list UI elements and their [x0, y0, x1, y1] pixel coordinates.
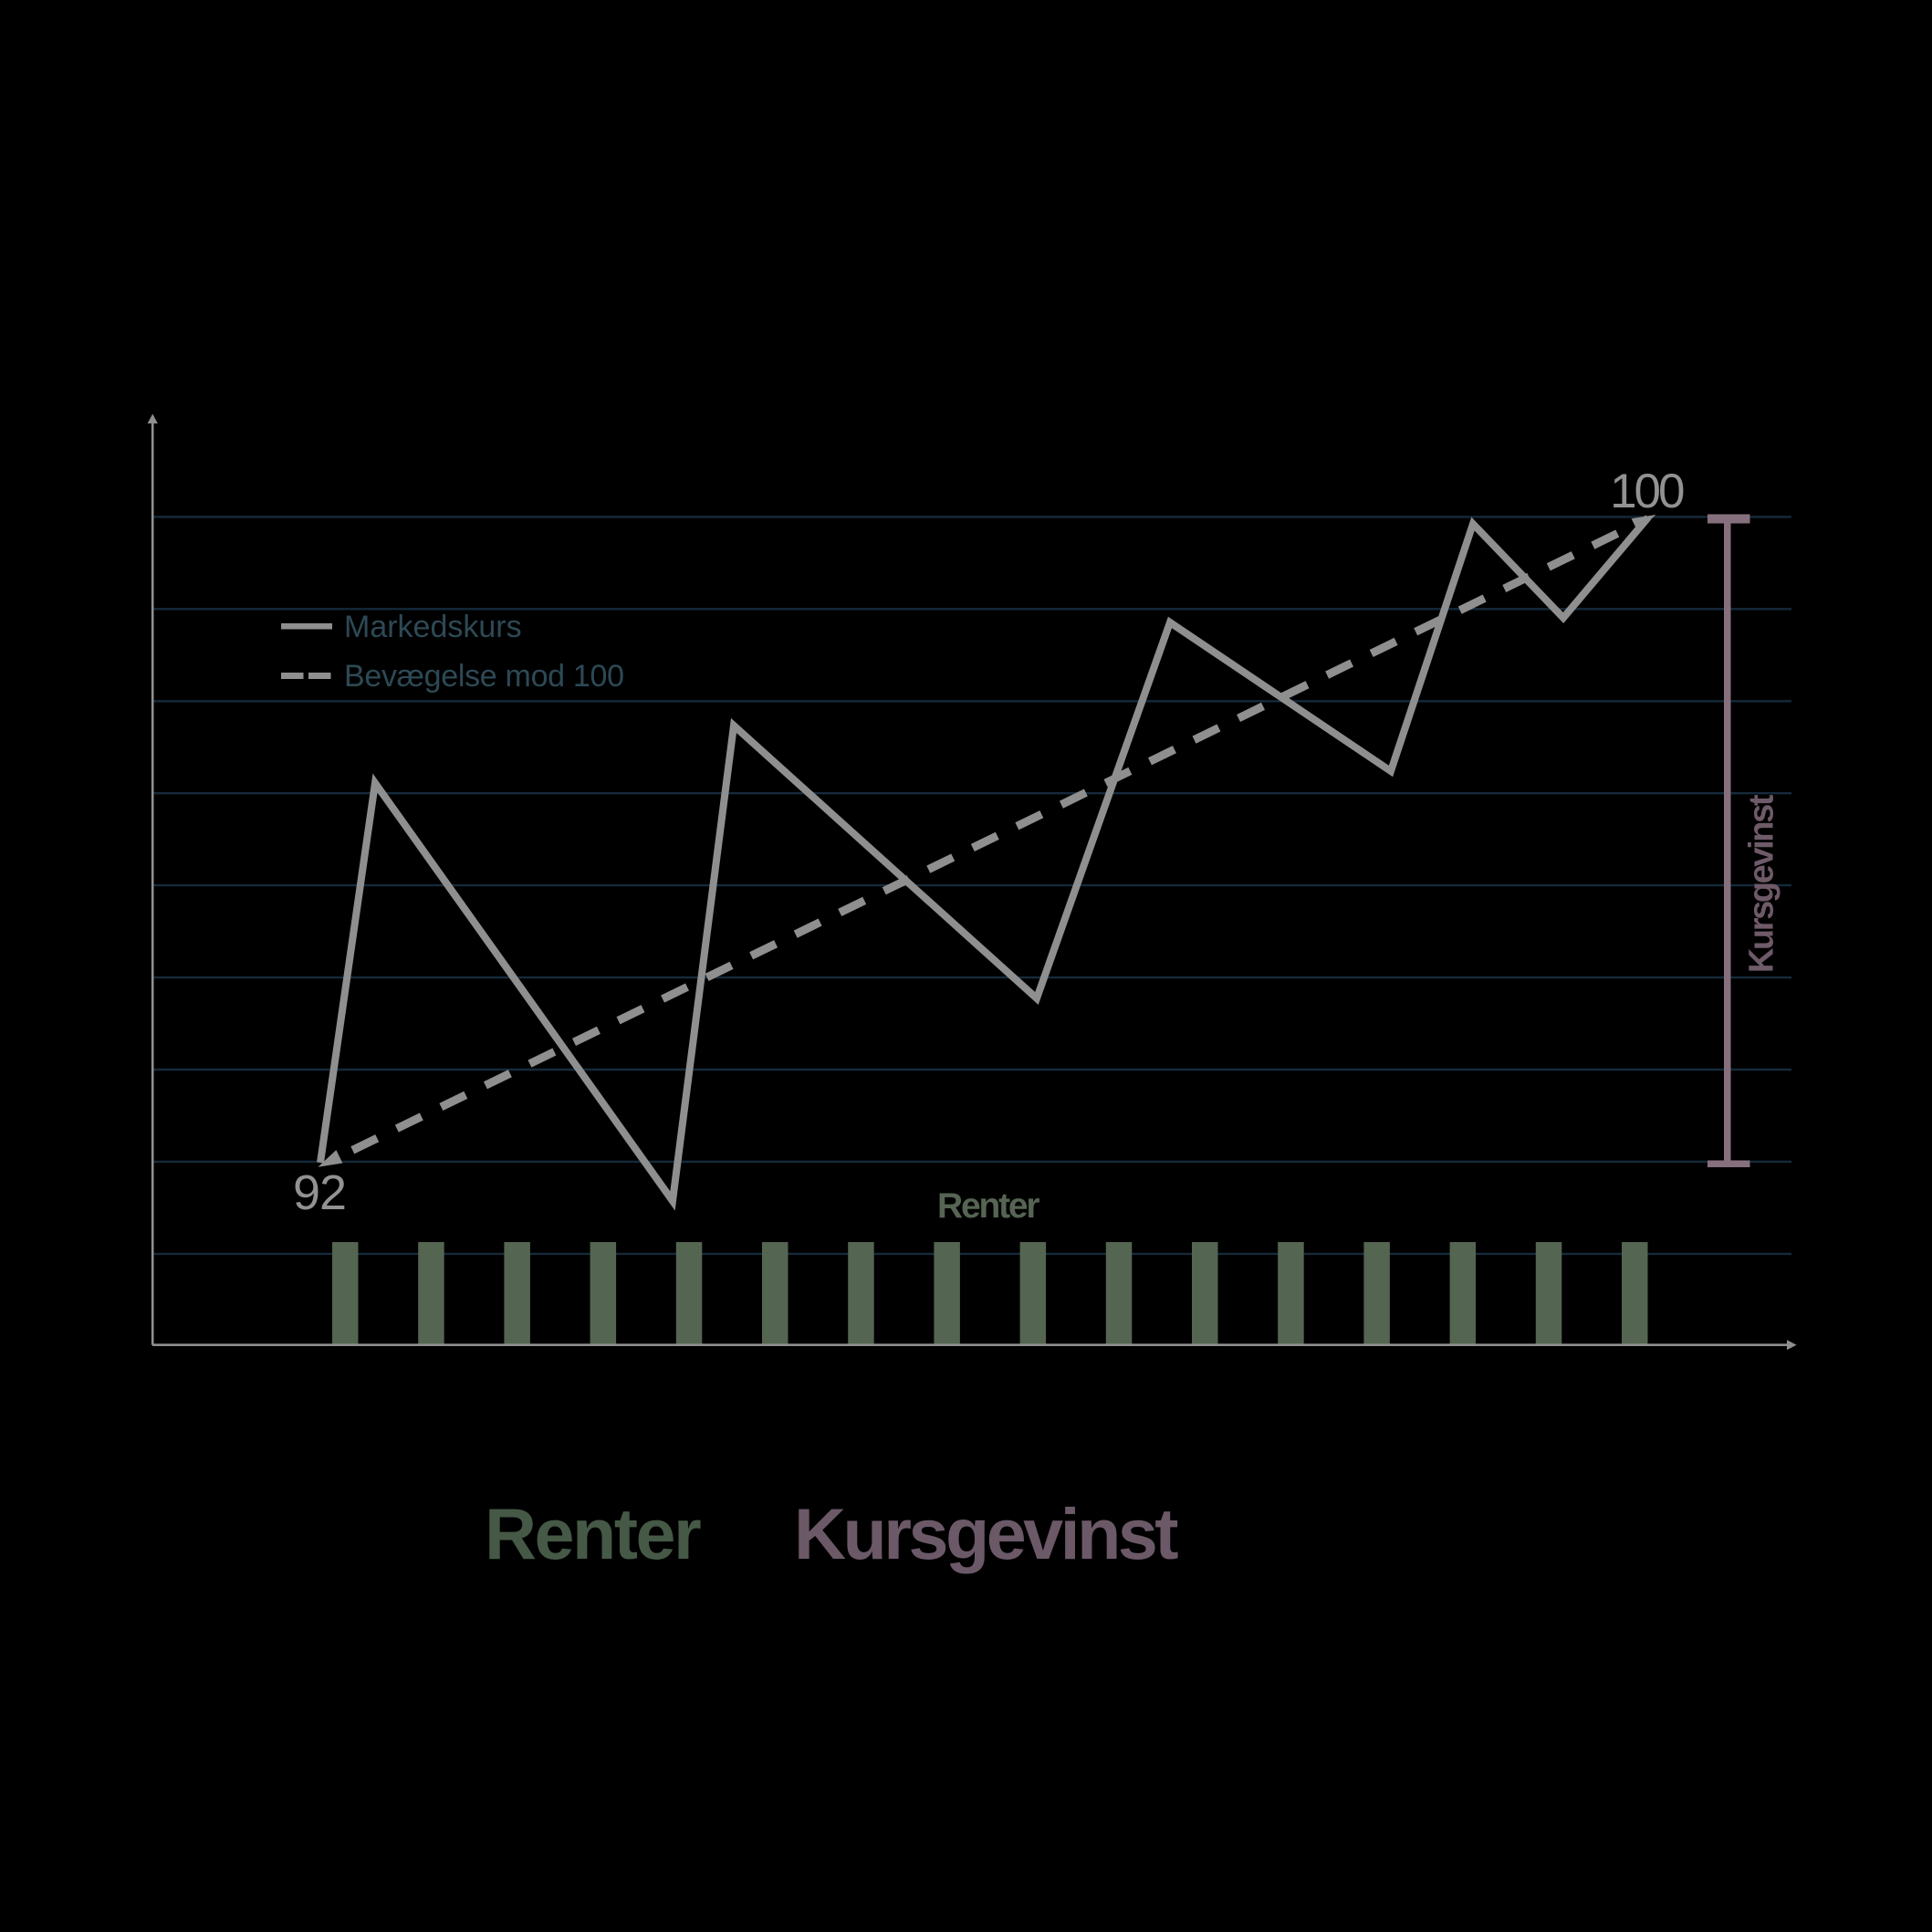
svg-text:Renter: Renter — [485, 1493, 701, 1574]
svg-text:Bevægelse mod 100: Bevægelse mod 100 — [344, 659, 624, 694]
svg-text:Kursgevinst: Kursgevinst — [794, 1493, 1178, 1574]
svg-text:Renter: Renter — [937, 1186, 1039, 1226]
svg-text:Kursgevinst: Kursgevinst — [1743, 794, 1781, 973]
svg-text:92: 92 — [293, 1165, 346, 1220]
svg-text:Markedskurs: Markedskurs — [344, 610, 522, 644]
svg-text:100: 100 — [1610, 465, 1684, 518]
